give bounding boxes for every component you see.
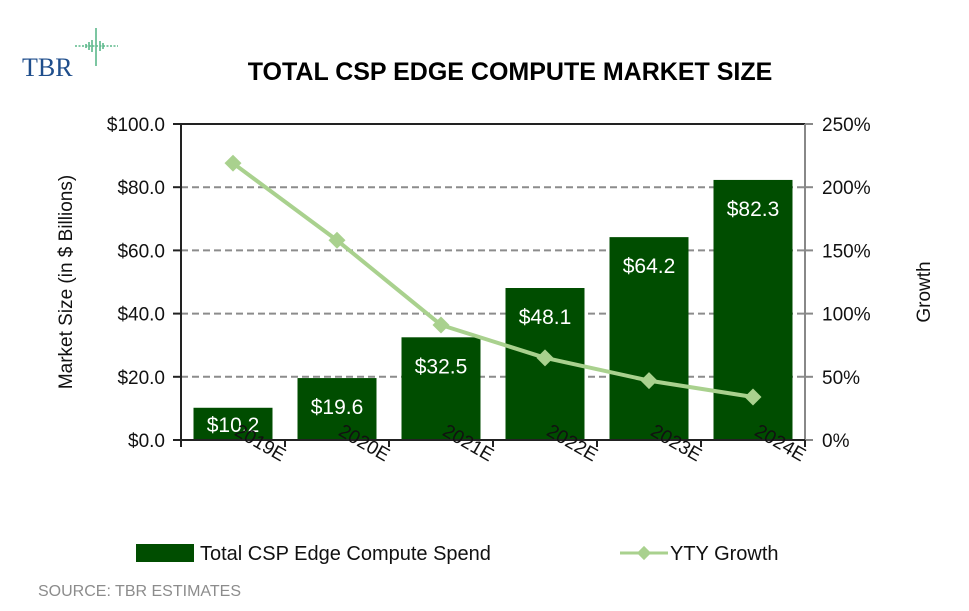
y-tick-label: $0.0 [128, 431, 165, 452]
source-note: SOURCE: TBR ESTIMATES [38, 583, 241, 600]
growth-point [640, 372, 658, 390]
legend-label-growth: YTY Growth [670, 543, 779, 565]
y2-tick-label: 100% [822, 305, 871, 326]
y2-tick-label: 200% [822, 178, 871, 199]
logo-pulse-icon [75, 28, 118, 66]
legend-diamond-icon [636, 545, 652, 561]
y2-axis-title: Growth [914, 261, 935, 322]
chart-title: TOTAL CSP EDGE COMPUTE MARKET SIZE [248, 58, 773, 86]
y2-tick-label: 150% [822, 241, 871, 262]
growth-line [231, 161, 754, 399]
y-tick-label: $40.0 [117, 305, 165, 326]
legend-swatch-bar [136, 544, 194, 562]
bar [401, 337, 481, 440]
legend-label-spend: Total CSP Edge Compute Spend [200, 543, 491, 565]
y2-tick-label: 0% [822, 431, 850, 452]
growth-point [744, 388, 762, 406]
bar-data-label: $32.5 [415, 355, 468, 378]
bar-data-label: $48.1 [519, 306, 572, 329]
growth-point [328, 231, 346, 249]
growth-point [536, 349, 554, 367]
y-axis-ticks: $0.0 $20.0 $40.0 $60.0 $80.0 $100.0 [107, 115, 181, 452]
y-tick-label: $80.0 [117, 178, 165, 199]
line-series [224, 154, 762, 406]
bar-data-label: $82.3 [727, 198, 780, 221]
bar-series: $10.2 $19.6 $32.5 $48.1 $64.2 $82.3 [193, 179, 793, 440]
y-tick-label: $100.0 [107, 115, 165, 136]
y-axis-title: Market Size (in $ Billions) [56, 175, 77, 389]
y2-axis-ticks: 0% 50% 100% 150% 200% 250% [805, 115, 871, 452]
y-tick-label: $20.0 [117, 368, 165, 389]
growth-point [432, 316, 450, 334]
bar [297, 378, 377, 440]
y2-tick-label: 250% [822, 115, 871, 136]
y-tick-label: $60.0 [117, 241, 165, 262]
bar [193, 407, 273, 440]
bar-data-label: $19.6 [311, 396, 364, 419]
growth-point [224, 154, 242, 172]
tbr-logo: TBR [22, 28, 118, 82]
bar-data-label: $64.2 [623, 255, 676, 278]
logo-text: TBR [22, 53, 73, 82]
bar-data-label: $10.2 [207, 414, 260, 437]
legend: Total CSP Edge Compute Spend YTY Growth [136, 543, 779, 565]
y2-tick-label: 50% [822, 368, 860, 389]
bar [609, 237, 689, 440]
gridlines [181, 186, 805, 378]
